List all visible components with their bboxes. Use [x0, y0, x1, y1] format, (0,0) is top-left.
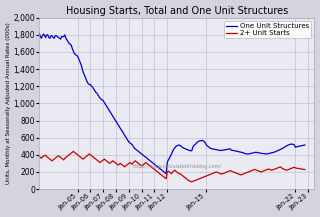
Text: https://www.calculatedriskblog.com/: https://www.calculatedriskblog.com/ [132, 164, 221, 169]
One Unit Structures [192, 144, 196, 147]
2+ Unit Starts [190, 181, 194, 183]
2+ Unit Starts [82, 157, 86, 159]
One Unit Structures [222, 149, 226, 151]
2+ Unit Starts [145, 162, 149, 165]
One Unit Structures [293, 146, 297, 148]
2+ Unit Starts [223, 171, 227, 174]
2+ Unit Starts [37, 155, 41, 158]
One Unit Structures [37, 32, 41, 35]
2+ Unit Starts [303, 168, 307, 171]
One Unit Structures [144, 156, 148, 159]
2+ Unit Starts [193, 179, 197, 182]
One Unit Structures [164, 172, 168, 175]
2+ Unit Starts [148, 165, 152, 167]
Line: 2+ Unit Starts: 2+ Unit Starts [39, 151, 305, 182]
2+ Unit Starts [71, 150, 75, 153]
Title: Housing Starts, Total and One Unit Structures: Housing Starts, Total and One Unit Struc… [66, 6, 288, 16]
Y-axis label: Units, Monthly at Seasonally Adjusted Annual Rates (000s): Units, Monthly at Seasonally Adjusted An… [5, 23, 11, 184]
One Unit Structures [147, 159, 151, 161]
One Unit Structures [303, 144, 307, 146]
One Unit Structures [81, 70, 85, 73]
2+ Unit Starts [294, 167, 298, 169]
Legend: One Unit Structures, 2+ Unit Starts: One Unit Structures, 2+ Unit Starts [224, 21, 311, 38]
Line: One Unit Structures: One Unit Structures [39, 33, 305, 174]
